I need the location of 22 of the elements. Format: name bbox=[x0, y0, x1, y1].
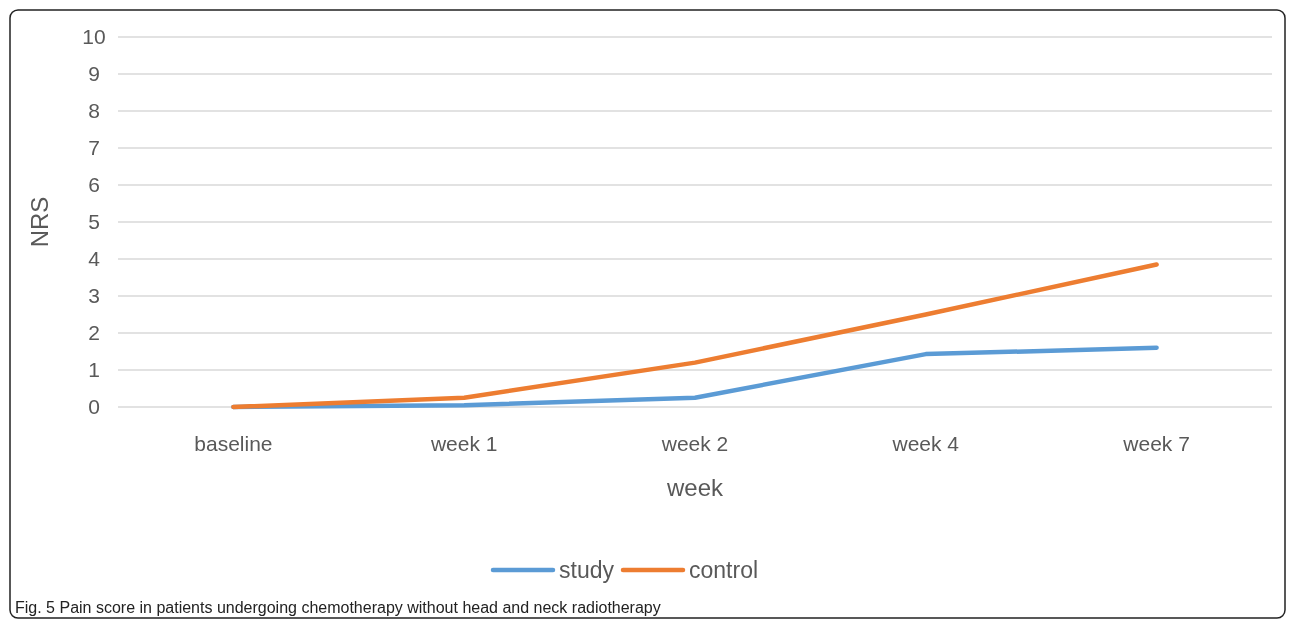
legend-label: study bbox=[559, 557, 615, 584]
y-tick-label: 4 bbox=[88, 247, 101, 271]
y-tick-label: 9 bbox=[88, 62, 100, 86]
y-tick-label: 5 bbox=[88, 210, 100, 234]
y-axis-title: NRS bbox=[26, 196, 53, 248]
y-tick-label: 6 bbox=[88, 173, 100, 197]
x-tick-label: week 2 bbox=[660, 432, 729, 455]
y-tick-label: 10 bbox=[82, 25, 106, 49]
legend-label: control bbox=[689, 557, 759, 584]
x-tick-label: week 7 bbox=[1122, 432, 1190, 455]
x-tick-label: week 1 bbox=[429, 432, 498, 455]
y-tick-label: 0 bbox=[88, 395, 100, 419]
y-tick-label: 2 bbox=[88, 321, 100, 345]
y-tick-label: 3 bbox=[88, 284, 100, 308]
y-tick-label: 1 bbox=[88, 358, 100, 382]
y-tick-label: 8 bbox=[88, 99, 100, 123]
x-axis-title: week bbox=[665, 474, 725, 501]
caption: Fig. 5 Pain score in patients undergoing chemotherapy without head and neck radiotherapy bbox=[15, 599, 661, 616]
y-tick-label: 7 bbox=[88, 136, 100, 160]
x-tick-label: week 4 bbox=[891, 432, 960, 455]
x-tick-label: baseline bbox=[194, 432, 273, 455]
line-series bbox=[231, 262, 1159, 410]
